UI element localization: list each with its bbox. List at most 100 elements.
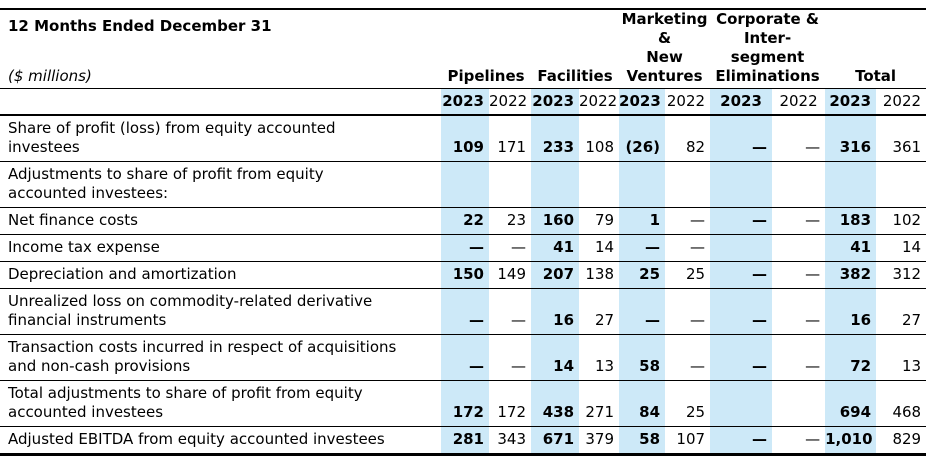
value-cell: 23 [506,211,527,229]
value-cell [489,162,531,208]
year-cell: 2022 [489,92,528,110]
value-cell: — [690,357,706,375]
table-row: Income tax expense — —41 14— —41 14 [0,234,927,262]
table-row: Transaction costs incurred in respect of… [0,334,927,381]
value-cell: 316 [825,115,877,162]
column-group-total: Total [855,67,897,85]
value-cell [710,234,773,262]
value-cell: 694 [825,380,877,427]
value-cell: 13 [901,357,922,375]
row-label: Share of profit (loss) from equity accou… [8,119,336,156]
row-label: Income tax expense [8,238,160,256]
row-label: Transaction costs incurred in respect of… [8,338,397,375]
value-cell: 14 [901,238,922,256]
value-cell: — [511,357,527,375]
value-cell: — [710,334,773,381]
unit-label: ($ millions) [8,67,92,85]
year-cell: 2022 [666,92,706,110]
value-cell: 312 [892,265,922,283]
value-cell: 58 [619,334,666,381]
year-row-spacer [0,89,441,116]
page-title: 12 Months Ended December 31 [8,17,272,35]
table-row: Depreciation and amortization 150 149 207 13… [0,261,927,289]
column-group-pipelines: Pipelines [447,67,525,85]
row-label: Depreciation and amortization [8,265,237,283]
value-cell [665,162,710,208]
value-cell: 382 [825,261,877,289]
value-cell [441,161,489,208]
table-row: Net finance costs 22 23 160 79 1— — —183 102 [0,207,927,235]
table-row: Adjustments to share of profit from equi… [0,161,927,208]
value-cell [772,235,825,262]
value-cell: 207 [531,261,580,289]
value-cell: — [805,138,821,156]
value-cell [531,161,580,208]
value-cell: 138 [585,265,615,283]
value-cell: — [690,211,706,229]
table-row: Share of profit (loss) from equity accou… [0,115,927,162]
year-cell: 2023 [531,88,580,115]
value-cell: — [690,238,706,256]
value-cell: 16 [531,288,580,335]
value-cell: — [511,238,527,256]
value-cell [710,161,773,208]
column-group-corporate-eliminations: Corporate & Inter- segment Eliminations [715,10,820,85]
value-cell: 27 [901,311,922,329]
column-group-marketing-new-ventures: Marketing & New Ventures [621,10,708,85]
value-cell: 102 [892,211,922,229]
value-cell: 171 [497,138,527,156]
value-cell: 233 [531,115,580,162]
row-label: Net finance costs [8,211,138,229]
value-cell: — [805,265,821,283]
value-cell: 22 [441,207,489,235]
value-cell [772,162,825,208]
value-cell: 271 [585,403,615,421]
year-cell: 2022 [579,92,618,110]
value-cell: 41 [531,234,580,262]
row-label: Unrealized loss on commodity-related der… [8,292,373,329]
value-cell: 468 [892,403,922,421]
value-cell: 84 [619,380,666,427]
value-cell: 109 [441,115,489,162]
value-cell: 183 [825,207,877,235]
value-cell: — [805,211,821,229]
value-cell: — [619,288,666,335]
value-cell: 14 [594,238,615,256]
value-cell: — [441,288,489,335]
value-cell: — [710,207,773,235]
value-cell: — [805,357,821,375]
value-cell: 27 [594,311,615,329]
table-title-cell: 12 Months Ended December 31 ($ millions) [0,9,441,89]
table-row: Total adjustments to share of profit fro… [0,380,927,427]
value-cell: — [619,234,666,262]
year-cell: 2023 [825,88,877,115]
segment-ebitda-table: 12 Months Ended December 31 ($ millions)… [0,8,927,456]
column-group-header-row: 12 Months Ended December 31 ($ millions)… [0,9,927,89]
value-cell: 41 [825,234,877,262]
row-label: Adjustments to share of profit from equi… [8,165,324,202]
value-cell [772,381,825,427]
year-cell: 2023 [710,88,773,115]
value-cell: 82 [685,138,706,156]
value-cell: — [805,311,821,329]
value-cell [579,162,619,208]
year-cell: 2022 [882,92,922,110]
value-cell [619,161,666,208]
year-cell: 2023 [619,88,666,115]
value-cell: 1 [619,207,666,235]
value-cell: — [710,288,773,335]
value-cell: — [441,334,489,381]
value-cell [876,162,926,208]
value-cell: 150 [441,261,489,289]
value-cell: 25 [685,403,706,421]
value-cell: 13 [594,357,615,375]
value-cell: 172 [497,403,527,421]
row-label: Total adjustments to share of profit fro… [8,384,363,421]
value-cell: 72 [825,334,877,381]
value-cell: 25 [619,261,666,289]
value-cell: 438 [531,380,580,427]
value-cell: 172 [441,380,489,427]
value-cell: — [710,115,773,162]
value-cell: 25 [685,265,706,283]
value-cell: 14 [531,334,580,381]
